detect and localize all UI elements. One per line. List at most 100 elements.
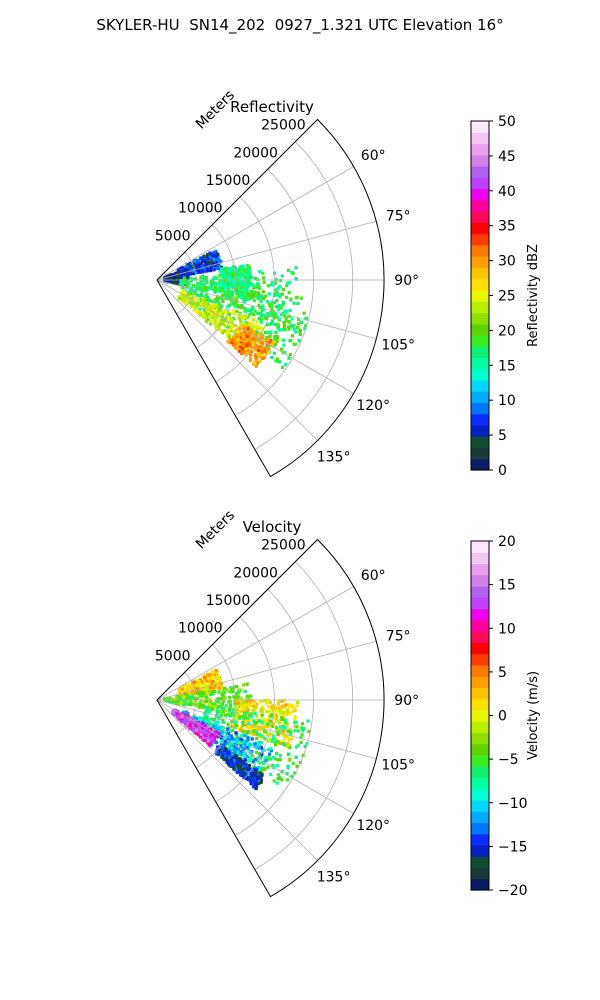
echo-gate [276,286,280,290]
echo-gate [186,292,190,296]
echo-gate [275,728,279,732]
echo-gate [230,687,234,692]
echo-gate [274,312,278,316]
echo-gate [285,778,289,782]
echo-gate [221,693,225,697]
echo-gate [217,690,221,694]
echo-gate [293,771,297,775]
echo-gate [213,679,217,683]
echo-gate [250,326,254,330]
echo-gate [207,723,211,727]
echo-gate [257,733,261,737]
echo-gate [218,680,222,685]
echo-gate [176,695,180,699]
echo-gate [223,310,228,314]
echo-gate [221,720,226,724]
echo-gate [210,279,215,283]
echo-gate [220,739,224,743]
echo-gate [221,719,225,723]
echo-gate [259,709,263,713]
echo-gate [276,325,280,329]
echo-gate [266,718,270,722]
colorbar-swatch [471,447,489,460]
echo-gate [292,301,296,305]
echo-gate [283,314,287,318]
echo-gate [255,737,259,741]
echo-gate [237,338,241,342]
colorbar-swatch [471,143,489,156]
echo-gate [230,269,234,273]
echo-gate [235,334,239,338]
echo-region-0 [177,669,224,697]
colorbar-swatch [471,766,489,779]
echo-gate [280,770,284,774]
echo-gate [226,713,231,717]
echo-gate [240,269,244,273]
echo-gate [234,715,238,719]
echo-gate [240,280,244,284]
echo-gate [234,723,239,727]
echo-gate [215,723,219,727]
echo-gate [279,306,283,310]
echo-gate [284,316,288,320]
colorbar-swatch [471,574,489,587]
echo-gate [204,261,208,266]
echo-gate [255,702,259,706]
echo-gate [194,731,198,735]
colorbar-swatch [471,301,489,313]
echo-gate [242,775,246,780]
azimuth-tick-label: 90° [394,693,419,709]
echo-gate [212,263,216,268]
echo-gate [201,274,205,278]
echo-gate [259,741,263,745]
echo-gate [211,303,215,307]
echo-gate [216,726,220,730]
echo-gate [236,766,240,770]
range-ring [254,141,354,450]
echo-gate [273,300,277,305]
echo-gate [217,700,221,704]
echo-gate [269,322,273,326]
echo-gate [252,298,256,302]
echo-gate [250,758,255,762]
echo-gate [210,733,215,737]
echo-gate [195,310,199,314]
echo-gate [201,717,205,721]
echo-gate [306,719,310,723]
echo-gate [258,771,262,775]
echo-gate [243,275,247,279]
echo-gate [262,699,266,703]
echo-gate [290,317,294,321]
echo-gate [203,298,207,302]
echo-gate [183,721,188,725]
echo-gate [289,297,293,301]
echo-gate [193,259,197,263]
azimuth-tick-label: 60° [361,148,386,164]
echo-gate [281,300,285,304]
colorbar-swatch [471,436,489,449]
echo-gate [253,359,257,363]
echo-gate [283,736,287,740]
echo-gate [221,752,225,756]
echo-gate [268,700,272,705]
echo-gate [177,702,181,706]
echo-gate [216,677,220,681]
echo-gate [240,285,244,289]
echo-gate [234,328,238,332]
radial-tick-label: 25000 [261,118,306,134]
echo-gate [262,276,266,280]
echo-gate [227,333,231,337]
echo-gate [222,699,226,703]
echo-gate [187,692,191,696]
echo-gate [272,344,276,348]
echo-gate [241,730,245,734]
echo-gate [245,767,249,771]
echo-gate [237,742,241,746]
echo-gate [266,337,270,342]
echo-gate [263,294,268,298]
echo-gate [263,353,267,357]
echo-gate [230,280,234,284]
echo-gate [169,699,173,704]
echo-gate [267,705,271,709]
echo-gate [196,729,200,733]
